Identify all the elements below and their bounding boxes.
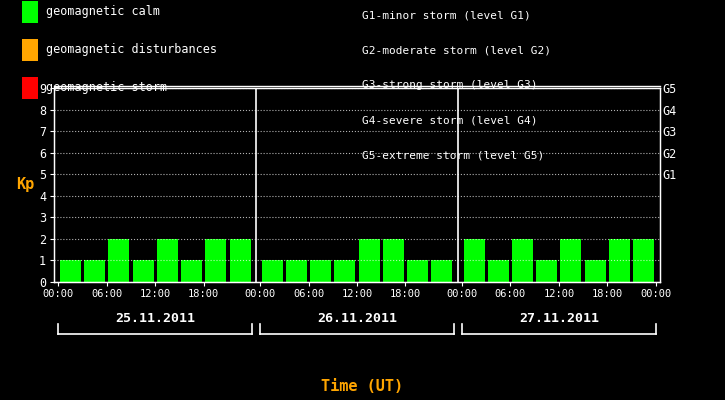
Bar	[310, 260, 331, 282]
Bar	[181, 260, 202, 282]
Bar	[133, 260, 154, 282]
Bar	[359, 239, 380, 282]
Text: 25.11.2011: 25.11.2011	[115, 312, 195, 324]
Bar	[407, 260, 428, 282]
Text: G5-extreme storm (level G5): G5-extreme storm (level G5)	[362, 151, 544, 161]
Bar	[383, 239, 404, 282]
Bar	[463, 239, 484, 282]
Bar	[609, 239, 630, 282]
Bar	[230, 239, 251, 282]
Text: geomagnetic disturbances: geomagnetic disturbances	[46, 44, 218, 56]
Bar	[488, 260, 509, 282]
Bar	[157, 239, 178, 282]
Text: 27.11.2011: 27.11.2011	[519, 312, 599, 324]
Bar	[262, 260, 283, 282]
Bar	[560, 239, 581, 282]
Bar	[286, 260, 307, 282]
Text: geomagnetic calm: geomagnetic calm	[46, 6, 160, 18]
Bar	[431, 260, 452, 282]
Bar	[633, 239, 654, 282]
Text: geomagnetic storm: geomagnetic storm	[46, 82, 167, 94]
Text: Time (UT): Time (UT)	[321, 379, 404, 394]
Bar	[334, 260, 355, 282]
Bar	[60, 260, 81, 282]
Text: G2-moderate storm (level G2): G2-moderate storm (level G2)	[362, 45, 552, 55]
Text: G1-minor storm (level G1): G1-minor storm (level G1)	[362, 10, 531, 20]
Bar	[205, 239, 226, 282]
Bar	[512, 239, 533, 282]
Bar	[584, 260, 605, 282]
Text: G4-severe storm (level G4): G4-severe storm (level G4)	[362, 116, 538, 126]
Bar	[536, 260, 558, 282]
Text: G3-strong storm (level G3): G3-strong storm (level G3)	[362, 80, 538, 90]
Text: 26.11.2011: 26.11.2011	[317, 312, 397, 324]
Y-axis label: Kp: Kp	[16, 178, 34, 192]
Bar	[84, 260, 105, 282]
Bar	[109, 239, 130, 282]
